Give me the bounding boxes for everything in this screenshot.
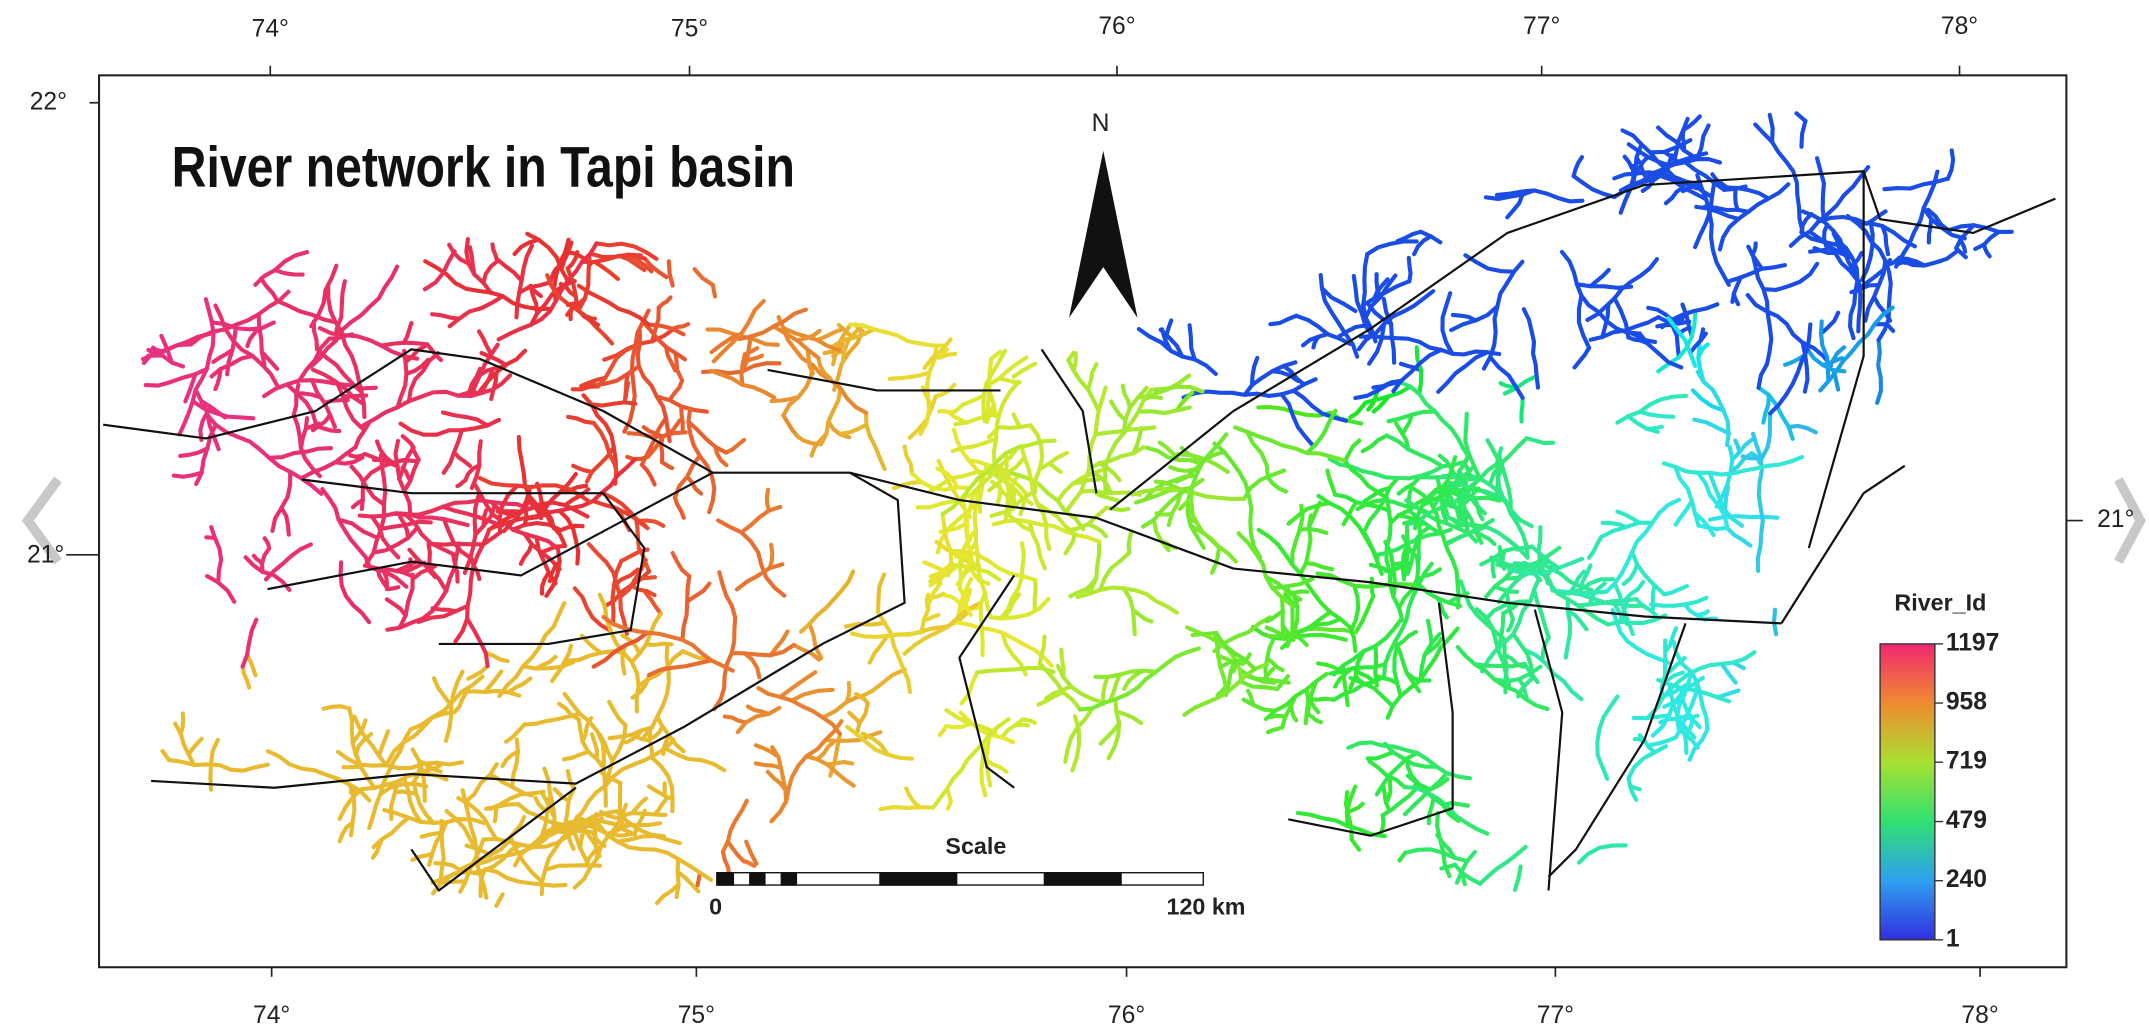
river-tributary <box>1129 531 1132 552</box>
map-title: River network in Tapi basin <box>172 135 795 199</box>
lon-label: 74° <box>252 16 289 43</box>
river-tributary <box>1418 521 1420 571</box>
scale-title: Scale <box>945 833 1006 859</box>
river-tributary <box>1735 190 1737 209</box>
lon-label: 78° <box>1941 13 1978 40</box>
river-tributary <box>1521 398 1522 422</box>
river-tributary <box>1306 690 1309 724</box>
colorbar-label: 958 <box>1946 689 1987 716</box>
page: {"map": { "title": "River network in Tap… <box>0 0 2149 1033</box>
legend-title: River_Id <box>1894 589 1986 615</box>
river-tributary <box>1929 219 1931 243</box>
river-tributary <box>1035 580 1036 608</box>
river-tributary <box>1193 633 1217 635</box>
river-tributary <box>677 859 679 897</box>
lon-label: 75° <box>678 1002 715 1029</box>
lon-label: 77° <box>1523 13 1560 40</box>
river-tributary <box>1517 547 1532 550</box>
river-tributary <box>362 482 363 509</box>
river-tributary <box>1653 585 1655 609</box>
lat-label: 21° <box>2097 506 2134 533</box>
river-tributary <box>1475 664 1524 666</box>
river-tributary <box>429 544 430 569</box>
colorbar-label: 479 <box>1946 807 1987 834</box>
river-tributary <box>1409 258 1411 281</box>
river-tributary <box>770 545 772 568</box>
river-tributary <box>939 411 954 412</box>
lon-label: 74° <box>253 1002 290 1029</box>
lon-label: 77° <box>1537 1002 1574 1029</box>
colorbar-label: 1 <box>1946 925 1960 952</box>
north-label: N <box>1092 110 1110 137</box>
river-tributary <box>767 490 769 511</box>
scale-start: 0 <box>709 893 722 919</box>
map-view: 74° 75° 76° 77° 78° 74° 75° 76° 77° 78° … <box>0 0 2149 1033</box>
river-tributary <box>1743 456 1763 458</box>
lat-label: 21° <box>27 542 64 569</box>
river-tributary <box>881 807 934 809</box>
river-tributary <box>1282 597 1283 638</box>
river-tributary <box>999 425 1030 427</box>
river-tributary <box>1106 508 1128 510</box>
colorbar-label: 1197 <box>1946 629 1999 656</box>
river-tributary <box>1191 487 1193 521</box>
colorbar-label: 719 <box>1946 748 1987 775</box>
colorbar-label: 240 <box>1946 866 1987 893</box>
lon-label: 78° <box>1961 1002 1998 1029</box>
river-tributary <box>396 791 417 793</box>
lon-label: 75° <box>671 16 708 43</box>
river-tributary <box>681 406 683 430</box>
lon-label: 76° <box>1098 13 1135 40</box>
colorbar <box>1880 644 1935 940</box>
lon-label: 76° <box>1108 1002 1145 1029</box>
river-tributary <box>343 767 360 768</box>
river-tributary <box>713 285 715 296</box>
river-tributary <box>1493 558 1494 576</box>
river-tributary <box>324 706 350 708</box>
scale-bar <box>717 873 1203 885</box>
lat-label: 22° <box>30 88 67 115</box>
river-tributary <box>827 762 852 764</box>
river-tributary <box>1309 699 1334 700</box>
scale-end: 120 km <box>1167 893 1246 919</box>
